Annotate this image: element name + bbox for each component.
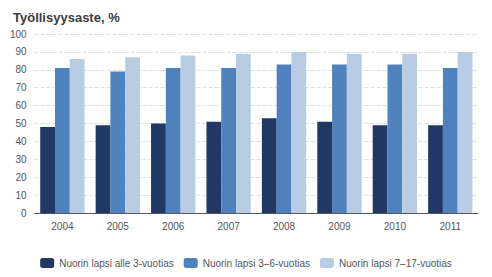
svg-text:20: 20 xyxy=(16,172,28,183)
svg-text:60: 60 xyxy=(16,100,28,111)
svg-text:30: 30 xyxy=(16,154,28,165)
svg-text:90: 90 xyxy=(16,46,28,57)
svg-text:50: 50 xyxy=(16,118,28,129)
svg-text:2010: 2010 xyxy=(384,221,407,232)
svg-text:Työllisyysaste, %: Työllisyysaste, % xyxy=(13,10,120,25)
svg-text:Nuorin lapsi alle 3-vuotias: Nuorin lapsi alle 3-vuotias xyxy=(59,258,174,269)
svg-text:2004: 2004 xyxy=(51,221,74,232)
svg-text:80: 80 xyxy=(16,64,28,75)
svg-text:2006: 2006 xyxy=(162,221,185,232)
svg-text:0: 0 xyxy=(21,208,27,219)
svg-text:70: 70 xyxy=(16,82,28,93)
svg-text:2007: 2007 xyxy=(218,221,241,232)
svg-text:10: 10 xyxy=(16,190,28,201)
svg-text:2005: 2005 xyxy=(107,221,130,232)
svg-text:100: 100 xyxy=(10,29,27,40)
svg-text:2008: 2008 xyxy=(273,221,296,232)
svg-text:40: 40 xyxy=(16,136,28,147)
svg-text:2011: 2011 xyxy=(440,221,462,232)
svg-text:Nuorin lapsi 7–17-vuotias: Nuorin lapsi 7–17-vuotias xyxy=(339,258,452,269)
svg-text:2009: 2009 xyxy=(328,221,351,232)
svg-text:Nuorin lapsi 3–6-vuotias: Nuorin lapsi 3–6-vuotias xyxy=(203,258,310,269)
